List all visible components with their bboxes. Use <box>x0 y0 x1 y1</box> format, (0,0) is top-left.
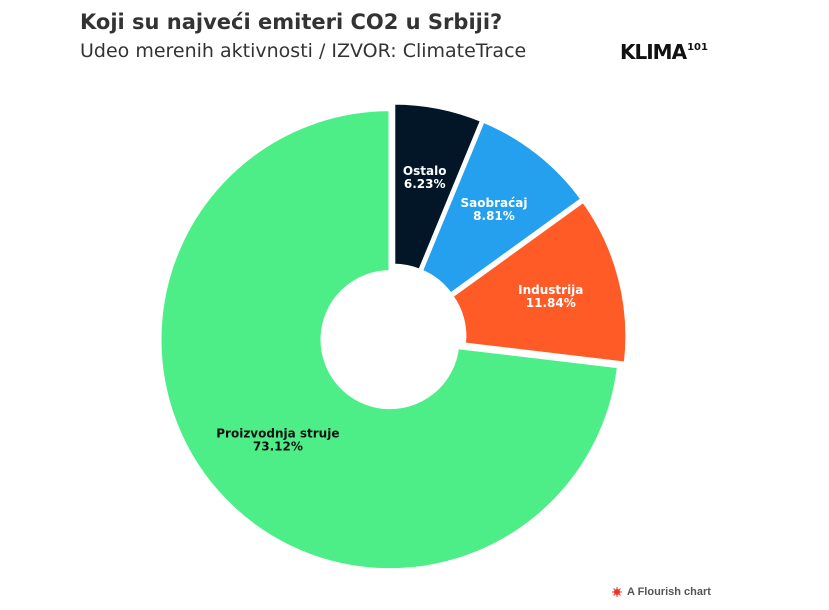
flourish-icon <box>612 587 622 597</box>
slice-label-1: Saobraćaj <box>461 196 528 210</box>
slice-value-1: 8.81% <box>473 209 515 223</box>
logo-superscript: 101 <box>687 42 708 53</box>
slice-value-2: 11.84% <box>526 296 576 310</box>
slice-label-3: Proizvodnja struje <box>216 426 339 440</box>
credit-text: A Flourish chart <box>627 586 711 598</box>
slice-3[interactable] <box>158 108 620 572</box>
slice-value-0: 6.23% <box>404 177 446 191</box>
slice-0[interactable] <box>392 101 484 272</box>
flourish-credit[interactable]: A Flourish chart <box>612 586 711 598</box>
logo-text: KLIMA <box>620 40 687 64</box>
slice-1[interactable] <box>419 119 584 296</box>
chart-subtitle: Udeo merenih aktivnosti / IZVOR: Climate… <box>80 40 527 62</box>
klima101-logo: KLIMA101 <box>620 40 708 64</box>
slice-label-0: Ostalo <box>403 164 447 178</box>
slice-label-2: Industrija <box>518 283 583 297</box>
chart-title: Koji su najveći emiteri CO2 u Srbiji? <box>80 10 503 34</box>
slice-2[interactable] <box>450 199 629 365</box>
slice-value-3: 73.12% <box>253 439 303 453</box>
